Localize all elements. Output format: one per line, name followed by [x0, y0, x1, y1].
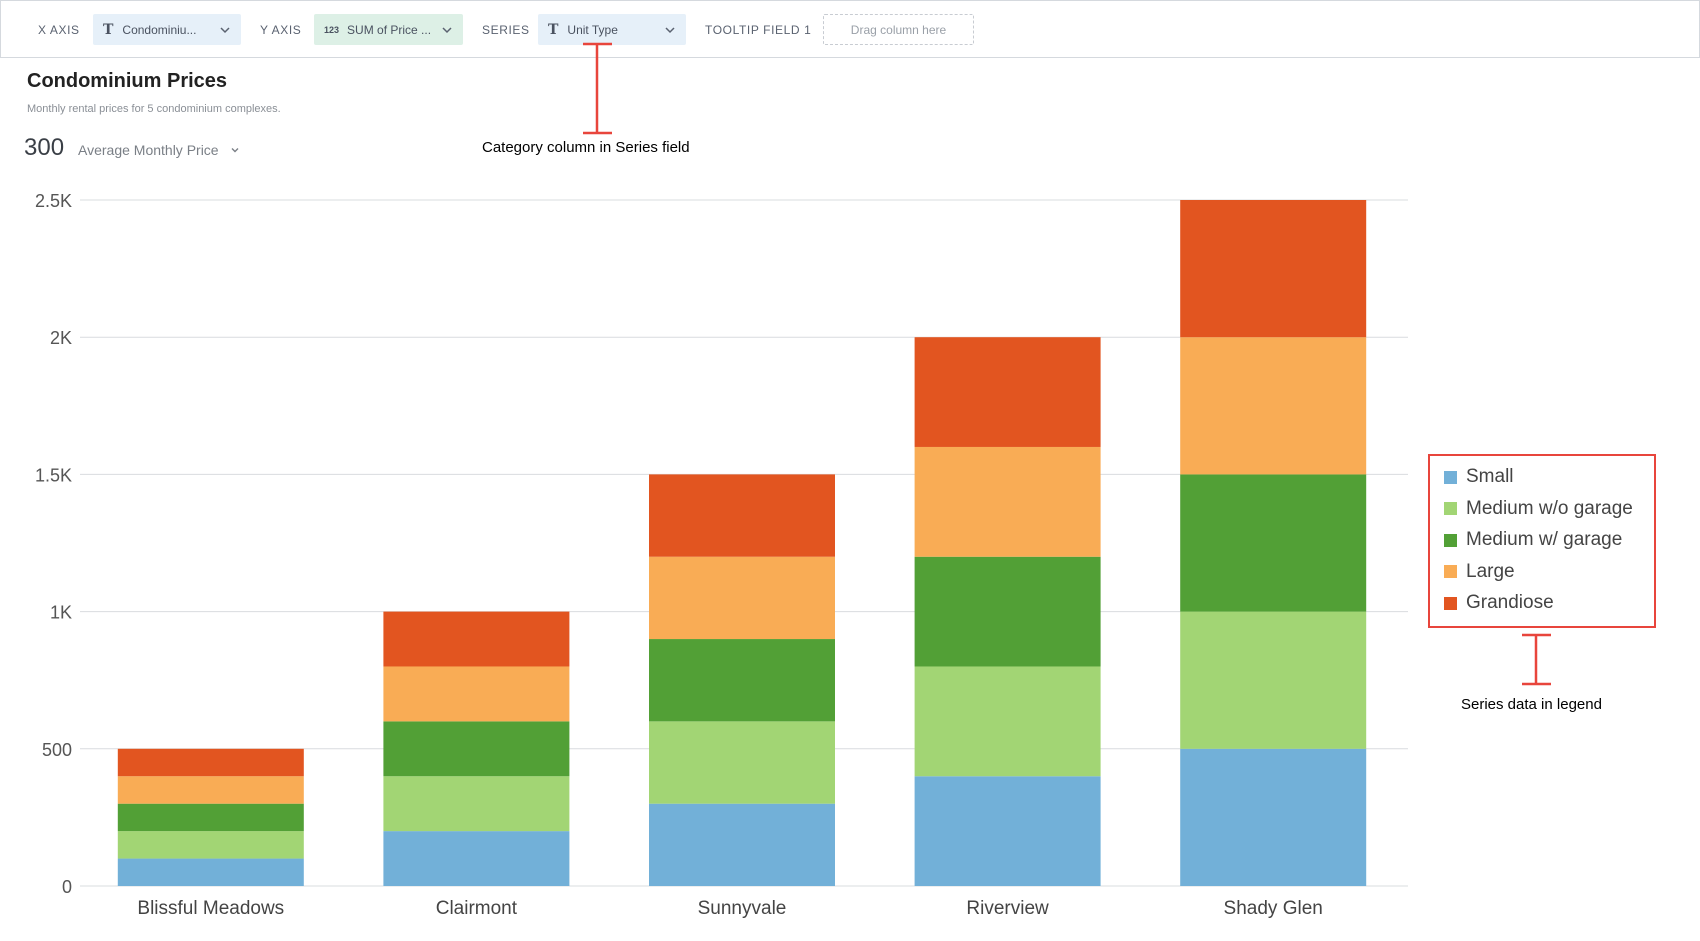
text-type-icon: T [548, 21, 559, 38]
y-tick-label: 2K [50, 328, 72, 348]
tooltip-dropzone[interactable]: Drag column here [823, 14, 974, 45]
bar-segment [1180, 337, 1367, 475]
tooltip-field-label: TOOLTIP FIELD 1 [705, 23, 812, 37]
x-axis-field-pill[interactable]: T Condominiu... [93, 14, 241, 45]
bar-segment [649, 474, 835, 557]
legend-swatch [1444, 565, 1457, 578]
legend-item: Large [1444, 561, 1515, 583]
x-tick-label: Sunnyvale [698, 898, 787, 919]
legend-swatch [1444, 596, 1457, 610]
legend-label: Small [1466, 466, 1514, 487]
x-tick-label: Riverview [966, 898, 1049, 919]
bar-segment [1180, 611, 1367, 749]
aggregate-label: Average Monthly Price [78, 142, 219, 158]
bar-segment [914, 556, 1101, 667]
bar-segment [914, 666, 1101, 777]
legend-item: Small [1444, 466, 1514, 488]
x-tick-label: Shady Glen [1224, 898, 1323, 919]
bar-segment [914, 776, 1101, 886]
bar-segment [383, 831, 570, 886]
x-tick-label: Clairmont [436, 898, 518, 919]
bar-segment [649, 803, 835, 886]
bar-segment [914, 446, 1101, 557]
legend-item: Medium w/ garage [1444, 529, 1622, 551]
legend-item: Medium w/o garage [1444, 498, 1633, 520]
chevron-down-icon [442, 26, 452, 33]
bar-segment [383, 721, 570, 777]
chevron-down-icon [231, 148, 239, 153]
series-field-annotation: Category column in Series field [482, 139, 690, 156]
legend-label: Medium w/o garage [1466, 497, 1633, 519]
x-axis-field-name: Condominiu... [122, 22, 197, 37]
bar-segment [649, 556, 835, 640]
bar-segment [383, 611, 570, 667]
x-tick-label: Blissful Meadows [137, 898, 284, 919]
y-tick-label: 1.5K [35, 465, 72, 485]
bar-segment [117, 803, 304, 832]
bar-segment [1180, 748, 1367, 886]
legend-label: Medium w/ garage [1466, 529, 1623, 550]
summary-value: 300 [24, 134, 65, 161]
x-axis-label: X AXIS [38, 23, 80, 37]
legend-label: Grandiose [1466, 592, 1554, 613]
series-field-name: Unit Type [567, 22, 618, 37]
bar-segment [1180, 200, 1367, 338]
bar-segment [117, 858, 304, 886]
bar-segment [117, 748, 304, 777]
series-label: SERIES [482, 23, 530, 37]
y-axis-label: Y AXIS [260, 23, 302, 37]
bar-segment [649, 639, 835, 722]
bar-segment [117, 776, 304, 804]
legend-annotation: Series data in legend [1461, 696, 1602, 713]
chart-legend: Small Medium w/o garage Medium w/ garage La… [1428, 454, 1656, 628]
bar-segment [383, 776, 570, 832]
field-toolbar: X AXIS T Condominiu... Y AXIS 123 SUM of… [0, 0, 1700, 58]
legend-item: Grandiose [1444, 592, 1554, 614]
y-axis-field-pill[interactable]: 123 SUM of Price ... [314, 14, 463, 45]
number-type-icon: 123 [324, 24, 340, 35]
bar-segment [1180, 474, 1367, 612]
legend-label: Large [1466, 560, 1515, 582]
chevron-down-icon [220, 26, 230, 33]
y-tick-label: 0 [62, 877, 72, 897]
legend-swatch [1444, 470, 1457, 484]
bar-segment [383, 666, 570, 722]
y-axis-field-name: SUM of Price ... [347, 22, 432, 37]
legend-swatch [1444, 502, 1457, 515]
legend-swatch [1444, 533, 1457, 547]
text-type-icon: T [103, 21, 114, 38]
y-tick-label: 1K [50, 603, 72, 623]
y-tick-label: 2.5K [35, 191, 72, 211]
aggregate-dropdown[interactable]: Average Monthly Price [78, 142, 241, 158]
chevron-down-icon [665, 26, 675, 33]
chart-subtitle: Monthly rental prices for 5 condominium … [27, 103, 281, 115]
chart-title: Condominium Prices [27, 70, 228, 92]
bar-segment [914, 337, 1101, 447]
bar-segment [649, 721, 835, 804]
bar-segment [117, 831, 304, 859]
y-tick-label: 500 [42, 740, 72, 760]
series-field-pill[interactable]: T Unit Type [538, 14, 686, 45]
